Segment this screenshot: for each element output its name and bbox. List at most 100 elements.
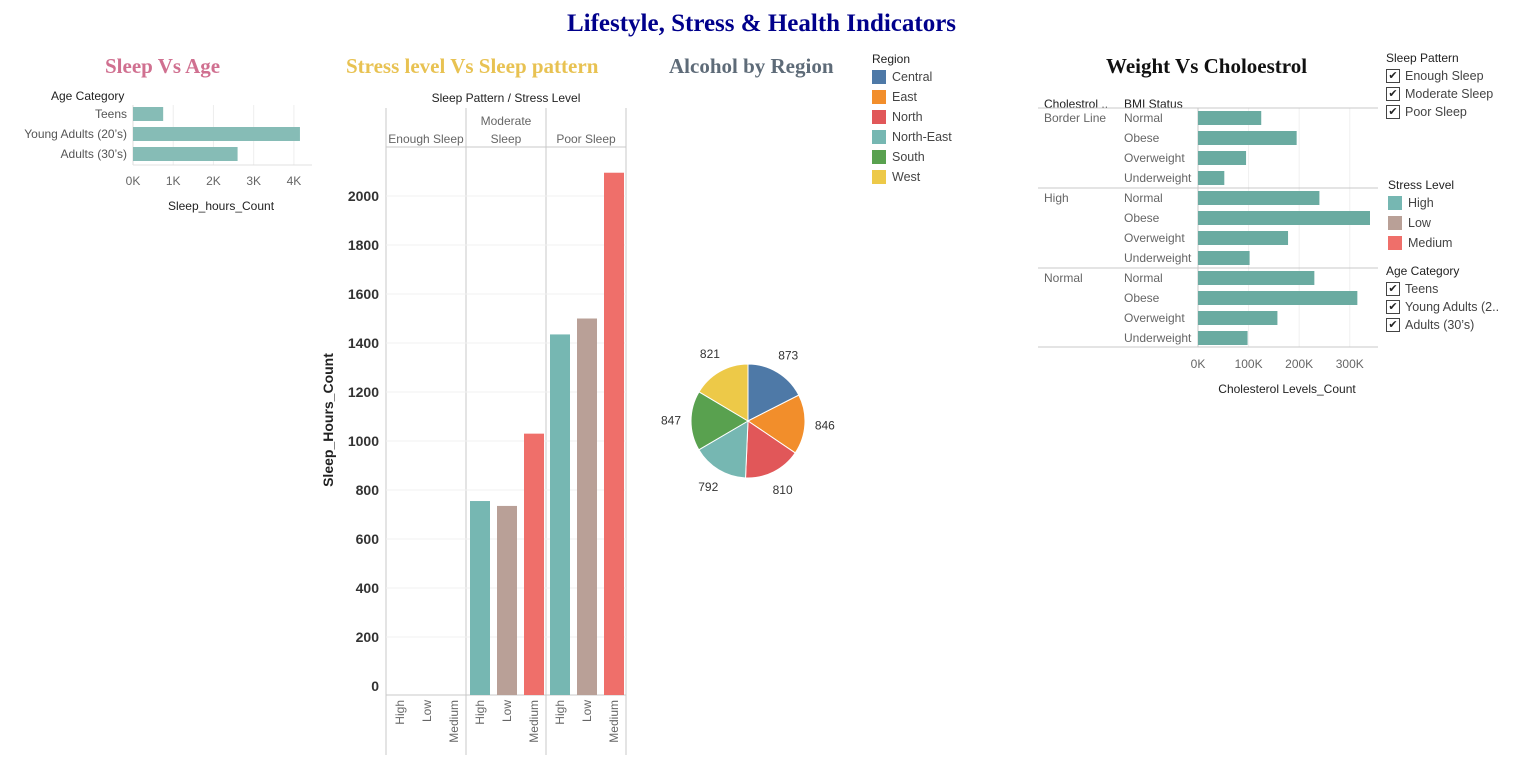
weight-chol-x-tick: 300K	[1336, 357, 1364, 371]
pie-slice	[698, 420, 749, 479]
weight-chol-x-tick: 200K	[1285, 357, 1313, 371]
checkbox-icon[interactable]: ✔	[1386, 87, 1400, 101]
sleep-pattern-filter-item[interactable]: ✔ Enough Sleep	[1386, 67, 1493, 85]
region-legend-label: Central	[892, 70, 933, 84]
stress-vs-sleep-y-tick: 1400	[348, 335, 379, 351]
stress-vs-sleep-x-tick: High	[393, 700, 407, 725]
checkbox-icon[interactable]: ✔	[1386, 105, 1400, 119]
weight-chol-bar	[1198, 111, 1262, 125]
stress-vs-sleep-bar	[524, 433, 544, 695]
weight-chol-bar	[1198, 291, 1358, 305]
stress-vs-sleep-x-tick: Medium	[447, 700, 461, 743]
age-category-filter-item[interactable]: ✔ Young Adults (2..	[1386, 298, 1499, 316]
stress-vs-sleep-y-tick: 200	[356, 629, 380, 645]
sleep-pattern-filter-label: Moderate Sleep	[1405, 87, 1494, 101]
weight-chol-bar	[1198, 331, 1248, 345]
stress-vs-sleep-group-label: Moderate	[481, 114, 532, 128]
weight-chol-col-header-2: BMI Status	[1124, 97, 1183, 111]
stress-swatch	[1388, 216, 1402, 230]
region-swatch	[872, 90, 886, 104]
stress-legend-item[interactable]: Low	[1388, 213, 1454, 233]
region-legend-item[interactable]: Central	[872, 67, 952, 87]
stress-vs-sleep-y-tick: 1800	[348, 237, 379, 253]
region-legend-item[interactable]: East	[872, 87, 952, 107]
stress-vs-sleep-group-label: Poor Sleep	[556, 132, 616, 146]
sleep-pattern-filter-item[interactable]: ✔ Poor Sleep	[1386, 103, 1493, 121]
region-legend-label: West	[892, 170, 921, 184]
sleep-vs-age-title: Sleep Vs Age	[105, 54, 221, 78]
stress-legend-label: Low	[1408, 216, 1431, 230]
stress-legend-item[interactable]: Medium	[1388, 233, 1454, 253]
region-swatch	[872, 110, 886, 124]
weight-chol-row-label: Underweight	[1124, 251, 1192, 265]
stress-legend-item[interactable]: High	[1388, 193, 1454, 213]
sleep-vs-age-row-header: Age Category	[51, 89, 124, 103]
sleep-pattern-filter-title: Sleep Pattern	[1386, 51, 1459, 65]
region-legend-item[interactable]: North-East	[872, 127, 952, 147]
stress-vs-sleep-y-tick: 1200	[348, 384, 379, 400]
weight-chol-bar	[1198, 131, 1297, 145]
pie-slice	[747, 394, 806, 454]
age-category-filter-item[interactable]: ✔ Adults (30’s)	[1386, 316, 1499, 334]
stress-vs-sleep-x-tick: High	[553, 700, 567, 725]
weight-chol-row-label: Overweight	[1124, 311, 1185, 325]
stress-legend-label: Medium	[1408, 236, 1453, 250]
alcohol-by-region-pie: 873 846 810 792 847 821	[661, 347, 835, 497]
weight-vs-cholesterol-chart: Cholestrol .. BMI Status Border Line Normal…	[1038, 97, 1378, 396]
stress-vs-sleep-y-tick: 1600	[348, 286, 379, 302]
weight-chol-bar	[1198, 171, 1225, 185]
sleep-pattern-filter-item[interactable]: ✔ Moderate Sleep	[1386, 85, 1493, 103]
weight-chol-row-label: Overweight	[1124, 231, 1185, 245]
weight-chol-bar	[1198, 271, 1315, 285]
region-legend-item[interactable]: South	[872, 147, 952, 167]
stress-vs-sleep-group-label: Sleep	[491, 132, 522, 146]
region-legend-title: Region	[872, 52, 911, 66]
region-legend-item[interactable]: West	[872, 167, 952, 187]
weight-chol-row-label: Obese	[1124, 131, 1160, 145]
sleep-vs-age-x-tick: 3K	[246, 174, 261, 188]
region-legend-label: East	[892, 90, 918, 104]
stress-vs-sleep-x-tick: Medium	[527, 700, 541, 743]
stress-vs-sleep-header: Sleep Pattern / Stress Level	[432, 91, 581, 105]
sleep-vs-age-category-label: Young Adults (20’s)	[24, 127, 127, 141]
sleep-vs-age-bar	[133, 127, 300, 141]
stress-vs-sleep-x-tick: High	[473, 700, 487, 725]
stress-vs-sleep-y-tick: 400	[356, 580, 380, 596]
weight-chol-col-header-1: Cholestrol ..	[1044, 97, 1108, 111]
checkbox-icon[interactable]: ✔	[1386, 300, 1400, 314]
stress-legend-label: High	[1408, 196, 1434, 210]
stress-vs-sleep-bar	[604, 172, 624, 696]
region-legend-item[interactable]: North	[872, 107, 952, 127]
stress-vs-sleep-bar	[497, 505, 517, 695]
stress-vs-sleep-title: Stress level Vs Sleep pattern	[346, 54, 599, 78]
age-category-filter-item[interactable]: ✔ Teens	[1386, 280, 1499, 298]
sleep-pattern-filter-label: Poor Sleep	[1405, 105, 1467, 119]
sleep-vs-age-chart: Age Category Teens Young Adults (20’s) Adul…	[24, 89, 312, 213]
region-legend-label: South	[892, 150, 925, 164]
stress-swatch	[1388, 196, 1402, 210]
weight-chol-group-label: Border Line	[1044, 111, 1106, 125]
stress-vs-sleep-y-tick: 800	[356, 482, 380, 498]
stress-level-legend-title: Stress Level	[1388, 178, 1455, 192]
sleep-pattern-filter: Sleep Pattern ✔ Enough Sleep ✔ Moderate Sle…	[1386, 51, 1493, 121]
checkbox-icon[interactable]: ✔	[1386, 282, 1400, 296]
checkbox-icon[interactable]: ✔	[1386, 69, 1400, 83]
weight-chol-row-label: Normal	[1124, 191, 1163, 205]
alcohol-by-region-title: Alcohol by Region	[669, 54, 834, 78]
pie-slice	[698, 363, 749, 422]
stress-vs-sleep-x-tick: Low	[420, 700, 434, 722]
pie-slice-label: 810	[773, 483, 793, 497]
region-swatch	[872, 130, 886, 144]
stress-vs-sleep-y-tick: 600	[356, 531, 380, 547]
sleep-vs-age-x-tick: 0K	[126, 174, 141, 188]
stress-vs-sleep-bar	[550, 334, 570, 695]
stress-vs-sleep-y-tick: 0	[371, 678, 379, 694]
weight-chol-bar	[1198, 151, 1247, 165]
checkbox-icon[interactable]: ✔	[1386, 318, 1400, 332]
weight-chol-row-label: Obese	[1124, 211, 1160, 225]
region-swatch	[872, 70, 886, 84]
weight-chol-row-label: Underweight	[1124, 171, 1192, 185]
pie-slice	[745, 420, 796, 479]
weight-chol-bar	[1198, 251, 1250, 265]
stress-vs-sleep-y-tick: 1000	[348, 433, 379, 449]
